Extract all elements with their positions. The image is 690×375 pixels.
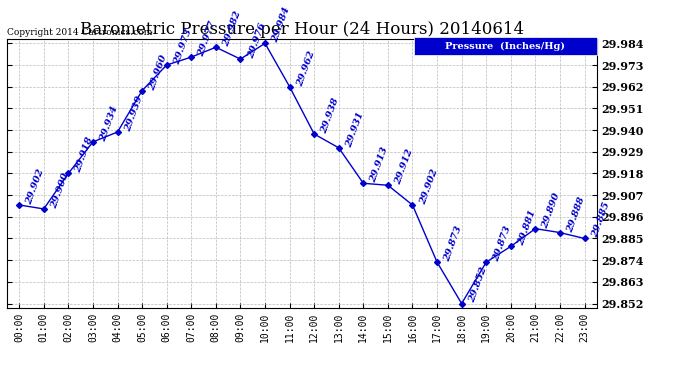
Text: Copyright 2014 Cartronics.com: Copyright 2014 Cartronics.com <box>7 28 152 37</box>
Text: 29.977: 29.977 <box>197 20 218 58</box>
Text: 29.918: 29.918 <box>74 136 95 174</box>
Text: 29.902: 29.902 <box>25 168 46 206</box>
Text: 29.960: 29.960 <box>148 53 169 91</box>
Text: 29.973: 29.973 <box>172 28 193 66</box>
Text: 29.938: 29.938 <box>319 97 341 135</box>
Text: 29.939: 29.939 <box>123 94 144 133</box>
Text: 29.888: 29.888 <box>566 195 586 233</box>
Text: 29.902: 29.902 <box>418 168 440 206</box>
Text: 29.890: 29.890 <box>541 191 562 229</box>
Text: 29.900: 29.900 <box>49 172 70 210</box>
Text: 29.873: 29.873 <box>492 225 513 263</box>
Title: Barometric Pressure per Hour (24 Hours) 20140614: Barometric Pressure per Hour (24 Hours) … <box>80 21 524 38</box>
Text: 29.976: 29.976 <box>246 22 267 60</box>
FancyBboxPatch shape <box>414 37 597 56</box>
Text: 29.852: 29.852 <box>467 266 489 304</box>
Text: 29.931: 29.931 <box>344 111 366 148</box>
Text: 29.913: 29.913 <box>369 146 390 184</box>
Text: 29.885: 29.885 <box>590 201 611 239</box>
Text: 29.934: 29.934 <box>99 105 119 142</box>
Text: 29.873: 29.873 <box>442 225 464 263</box>
Text: 29.984: 29.984 <box>270 6 292 44</box>
Text: 29.881: 29.881 <box>516 209 538 247</box>
Text: Pressure  (Inches/Hg): Pressure (Inches/Hg) <box>446 42 565 51</box>
Text: 29.962: 29.962 <box>295 50 316 87</box>
Text: 29.982: 29.982 <box>221 10 243 48</box>
Text: 29.912: 29.912 <box>393 148 415 186</box>
